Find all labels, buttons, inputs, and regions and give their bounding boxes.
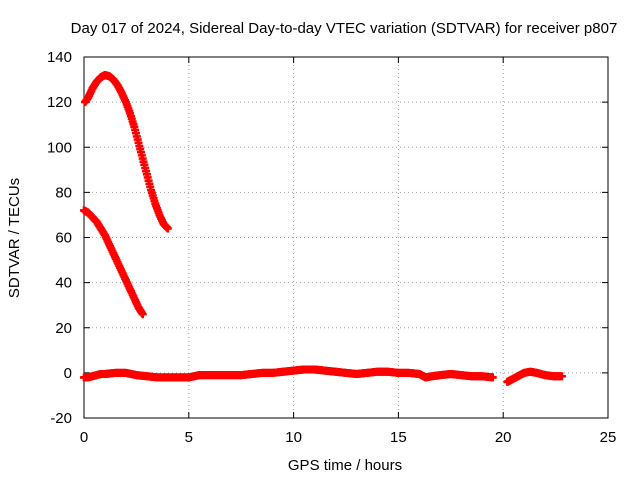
plot-frame	[83, 56, 609, 419]
y-tick-label: 140	[47, 49, 72, 66]
series-arc-mid	[80, 206, 147, 319]
y-tick-label: 60	[55, 230, 72, 247]
series-arc-high	[81, 71, 172, 233]
chart-title: Day 017 of 2024, Sidereal Day-to-day VTE…	[71, 20, 618, 37]
y-tick-label: 20	[55, 320, 72, 337]
data-point	[138, 310, 147, 319]
y-axis-title: SDTVAR / TECUs	[6, 178, 23, 298]
x-axis-title: GPS time / hours	[288, 457, 402, 474]
x-tick-label: 5	[185, 429, 193, 446]
data-point	[557, 372, 566, 381]
y-tick-label: 100	[47, 139, 72, 156]
x-tick-label: 15	[390, 429, 407, 446]
grid	[84, 57, 608, 418]
ticks	[83, 56, 609, 419]
x-tick-label: 10	[285, 429, 302, 446]
data-point	[163, 224, 172, 233]
y-tick-label: 120	[47, 94, 72, 111]
x-tick-label: 25	[600, 429, 617, 446]
data-points	[80, 71, 566, 386]
y-tick-label: -20	[50, 410, 72, 427]
y-tick-label: 80	[55, 184, 72, 201]
tick-labels: 0 5 10 15 20 25 -20 0 20 40 60 80 100 120 140	[47, 49, 616, 446]
x-tick-label: 0	[80, 429, 88, 446]
data-point	[488, 373, 497, 382]
series-baseline	[80, 365, 566, 386]
x-tick-label: 20	[495, 429, 512, 446]
y-tick-label: 0	[64, 365, 72, 382]
y-tick-label: 40	[55, 275, 72, 292]
